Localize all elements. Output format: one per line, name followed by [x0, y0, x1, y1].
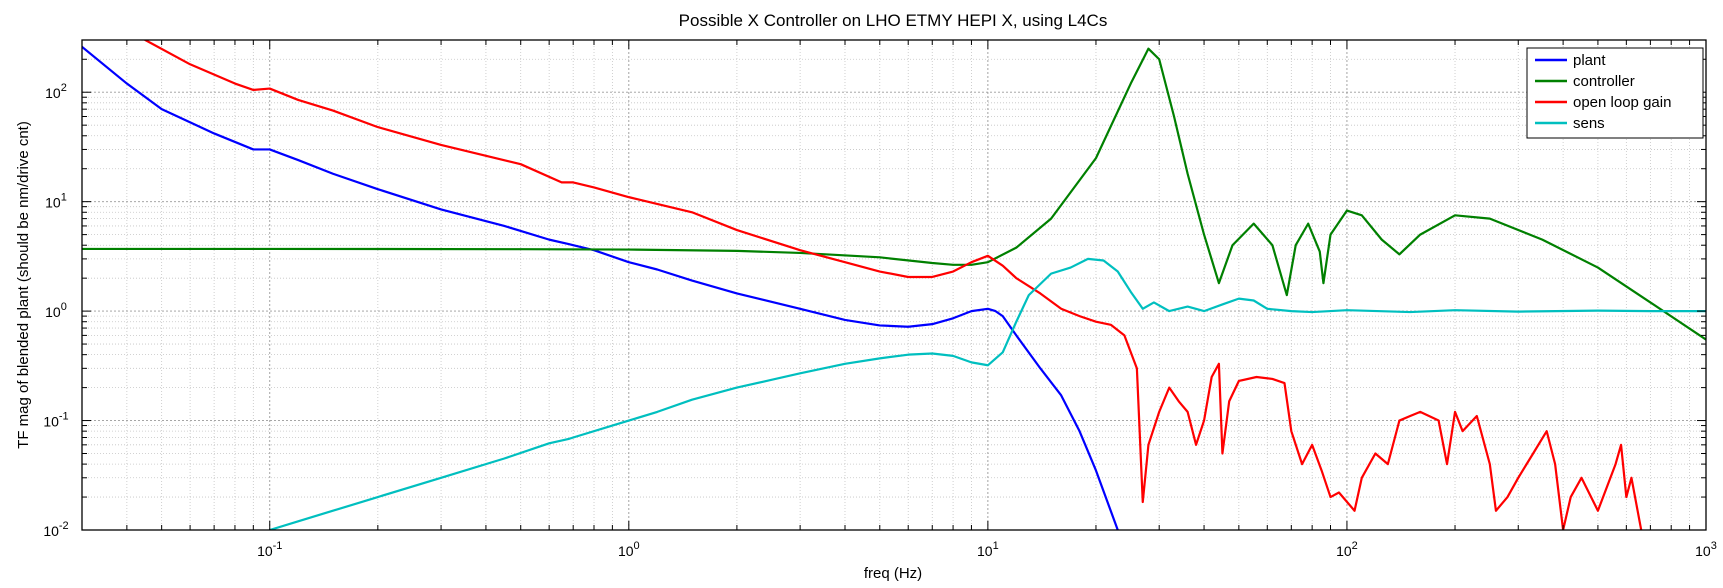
- chart-title: Possible X Controller on LHO ETMY HEPI X…: [679, 11, 1108, 30]
- series-line-open-loop-gain: [144, 40, 1643, 530]
- x-tick-label: 100: [618, 540, 640, 559]
- x-tick-label: 102: [1336, 540, 1358, 559]
- y-tick-label: 101: [45, 192, 67, 211]
- legend-label-controller: controller: [1573, 73, 1635, 90]
- series-line-sens: [268, 257, 1706, 530]
- y-axis-label: TF mag of blended plant (should be nm/dr…: [15, 121, 32, 449]
- x-tick-labels: 10-1 100 101 102 103: [257, 540, 1717, 559]
- plot-area: [82, 40, 1706, 530]
- y-tick-label: 10-2: [43, 520, 68, 539]
- grid-minor: [81, 39, 1706, 530]
- x-axis-label: freq (Hz): [864, 565, 922, 582]
- y-tick-labels: 10-2 10-1 100 101 102: [43, 82, 68, 539]
- series-line-controller: [82, 47, 1706, 341]
- x-tick-label: 103: [1695, 540, 1717, 559]
- ticks-layer: [81, 39, 1707, 531]
- y-tick-label: 102: [45, 82, 67, 101]
- plot-frame: [81, 39, 1707, 531]
- legend-box: [1526, 47, 1704, 139]
- series-layer: [82, 40, 1706, 530]
- legend-label-sens: sens: [1573, 115, 1605, 132]
- x-tick-label: 10-1: [257, 540, 282, 559]
- y-tick-label: 100: [45, 301, 67, 320]
- series-line-plant: [82, 45, 1119, 530]
- legend-label-open-loop-gain: open loop gain: [1573, 94, 1671, 111]
- legend-label-plant: plant: [1573, 52, 1606, 69]
- y-tick-label: 10-1: [43, 411, 68, 430]
- legend: plant controller open loop gain sens: [1526, 47, 1704, 139]
- x-tick-label: 101: [977, 540, 999, 559]
